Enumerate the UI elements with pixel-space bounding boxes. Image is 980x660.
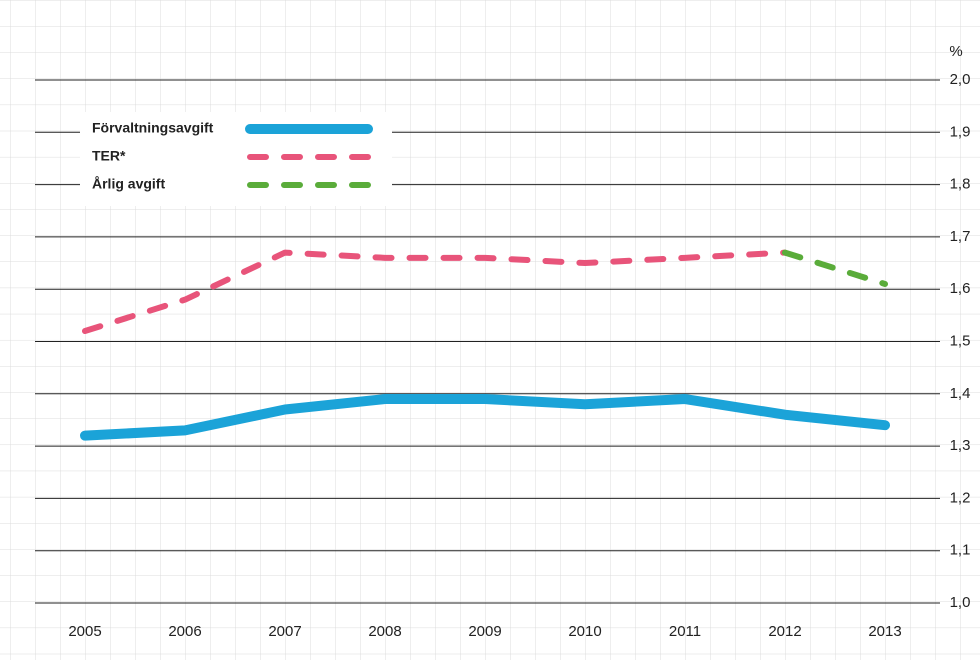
y-tick-label: 1,3	[950, 437, 971, 454]
x-tick-label: 2008	[368, 623, 401, 640]
y-unit: %	[949, 43, 962, 60]
y-tick-label: 1,9	[950, 123, 971, 140]
x-tick-label: 2007	[268, 623, 301, 640]
y-tick-label: 1,8	[950, 176, 971, 193]
legend-label: Förvaltningsavgift	[92, 120, 214, 136]
y-tick-label: 1,7	[950, 228, 971, 245]
series-line	[80, 394, 890, 441]
legend-label: Årlig avgift	[92, 176, 165, 192]
x-tick-label: 2005	[68, 623, 101, 640]
y-tick-label: 1,2	[950, 489, 971, 506]
y-tick-label: 1,1	[950, 542, 971, 559]
y-tick-label: 1,6	[950, 280, 971, 297]
series-line	[782, 249, 888, 287]
x-tick-label: 2011	[669, 623, 701, 640]
y-tick-label: 2,0	[950, 71, 971, 88]
x-tick-label: 2013	[868, 623, 901, 640]
legend-label: TER*	[92, 148, 126, 164]
y-tick-label: 1,5	[950, 332, 971, 349]
x-tick-label: 2009	[468, 623, 501, 640]
y-tick-label: 1,4	[950, 385, 971, 402]
x-tick-label: 2006	[168, 623, 201, 640]
y-tick-label: 1,0	[950, 594, 971, 611]
x-tick-label: 2012	[768, 623, 801, 640]
x-tick-label: 2010	[568, 623, 601, 640]
